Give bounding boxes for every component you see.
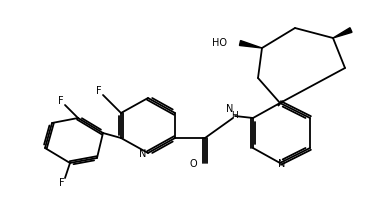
Text: F: F	[96, 86, 102, 96]
Text: H: H	[232, 111, 238, 119]
Text: F: F	[59, 178, 65, 188]
Polygon shape	[278, 101, 283, 106]
Polygon shape	[333, 28, 352, 38]
Text: O: O	[190, 159, 197, 169]
Text: N: N	[278, 159, 286, 169]
Text: HO: HO	[212, 38, 227, 48]
Text: N: N	[226, 104, 234, 114]
Text: N: N	[138, 149, 146, 159]
Polygon shape	[239, 41, 262, 48]
Text: F: F	[58, 96, 64, 106]
